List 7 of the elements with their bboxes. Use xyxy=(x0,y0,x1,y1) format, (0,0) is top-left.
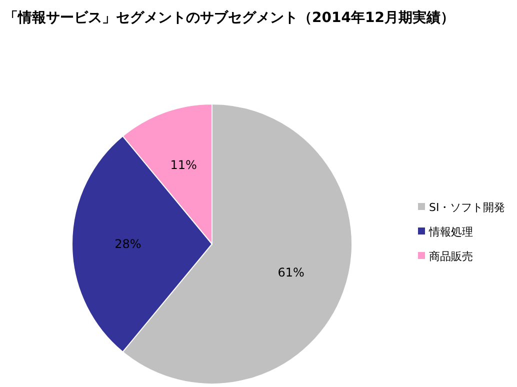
legend-label: 商品販売 xyxy=(429,250,473,263)
legend-label: 情報処理 xyxy=(428,226,473,238)
data-label: 11% xyxy=(170,158,197,172)
legend-label: SI・ソフト開発 xyxy=(429,201,506,214)
chart-title: 「情報サービス」セグメントのサブセグメント（2014年12月期実績） xyxy=(4,9,454,26)
data-label: 61% xyxy=(278,265,304,280)
data-label: 28% xyxy=(114,237,142,251)
